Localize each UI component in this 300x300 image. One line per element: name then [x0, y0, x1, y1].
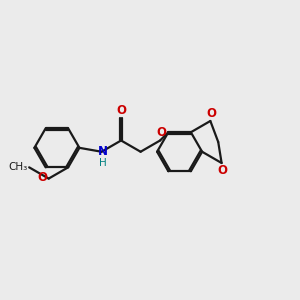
- Text: H: H: [100, 158, 107, 168]
- Text: O: O: [156, 126, 166, 139]
- Text: N: N: [98, 145, 107, 158]
- Text: O: O: [218, 164, 227, 177]
- Text: O: O: [38, 171, 48, 184]
- Text: O: O: [206, 107, 216, 120]
- Text: CH₃: CH₃: [8, 162, 27, 172]
- Text: O: O: [116, 104, 126, 117]
